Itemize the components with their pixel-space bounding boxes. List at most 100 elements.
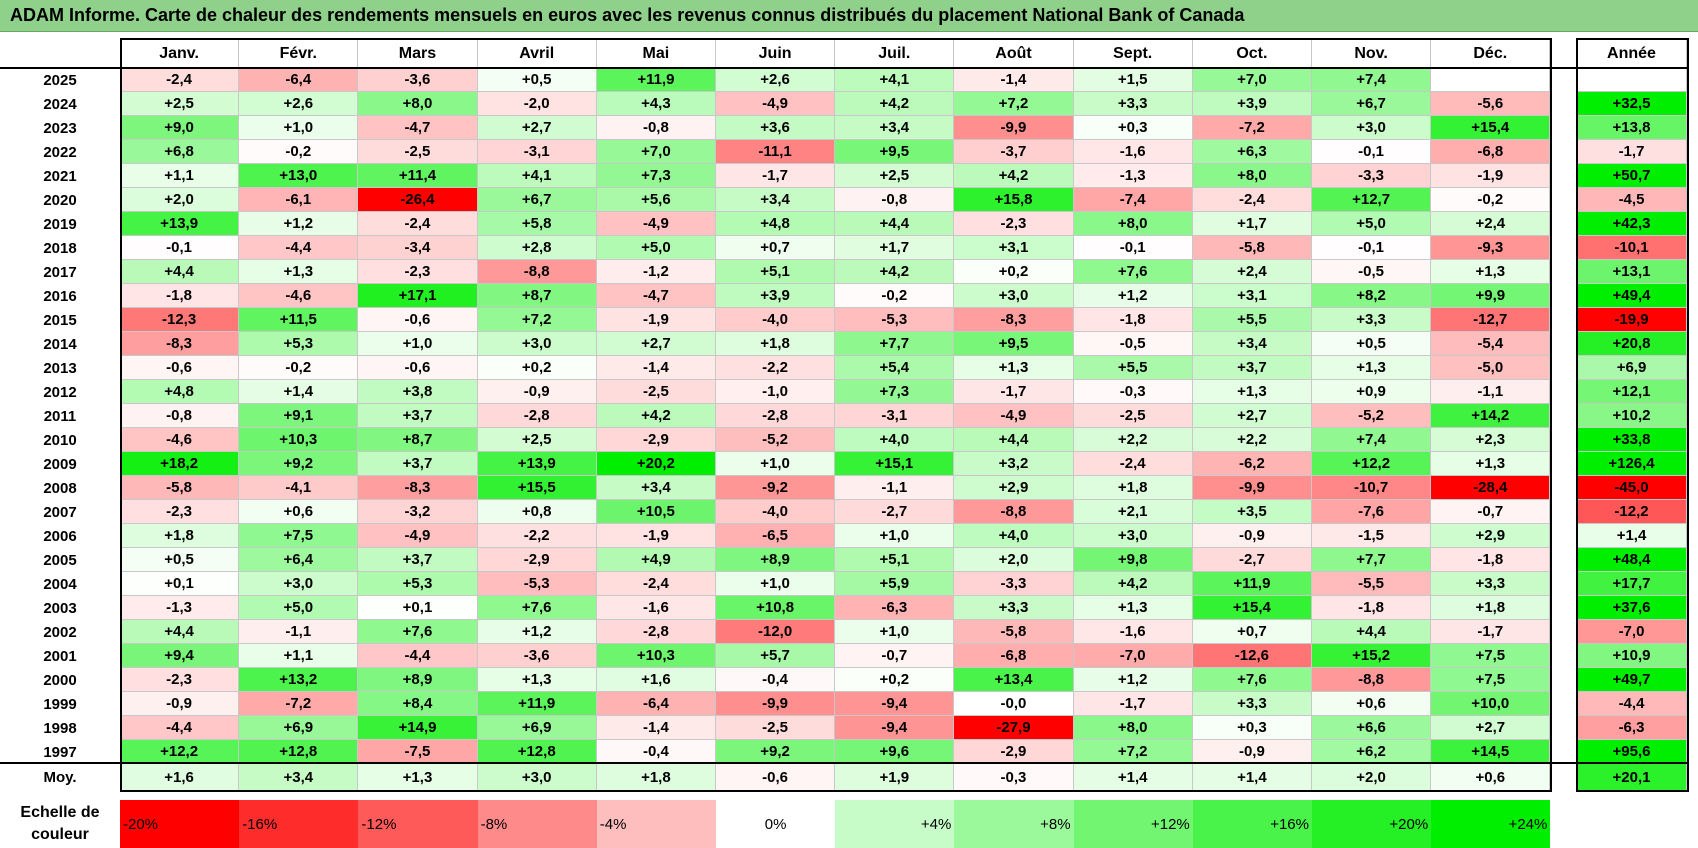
average-cell: +2,0 <box>1312 764 1432 791</box>
heatmap-cell: -4,9 <box>716 92 836 116</box>
heatmap-cell: -4,7 <box>358 116 478 140</box>
heatmap-cell: -2,9 <box>596 428 716 452</box>
annual-cell: +42,3 <box>1577 212 1687 236</box>
annual-cell: -45,0 <box>1577 476 1687 500</box>
heatmap-cell: +2,1 <box>1073 500 1193 524</box>
heatmap-cell: +4,1 <box>477 164 597 188</box>
heatmap-cell: +7,0 <box>1192 68 1312 92</box>
heatmap-cell <box>1431 68 1551 92</box>
heatmap-cell: +3,3 <box>1312 308 1432 332</box>
heatmap-cell: +6,9 <box>239 716 359 740</box>
year-label: 1998 <box>43 719 77 737</box>
heatmap-cell: -9,4 <box>835 692 955 716</box>
heatmap-cell: -0,2 <box>1431 188 1551 212</box>
month-header: Déc. <box>1431 39 1551 68</box>
heatmap-cell: -2,4 <box>120 68 240 92</box>
annual-cell: +48,4 <box>1577 548 1687 572</box>
heatmap-cell: +13,0 <box>239 164 359 188</box>
heatmap-cell: +1,3 <box>1431 452 1551 476</box>
heatmap-cell: +6,2 <box>1312 740 1432 764</box>
heatmap-cell: -6,4 <box>596 692 716 716</box>
heatmap-cell: +2,2 <box>1073 428 1193 452</box>
color-scale-stop: +4% <box>835 800 955 848</box>
heatmap-cell: +7,2 <box>954 92 1074 116</box>
color-scale-stop: -4% <box>596 800 716 848</box>
heatmap-cell: -4,1 <box>239 476 359 500</box>
heatmap-cell: -12,7 <box>1431 308 1551 332</box>
heatmap-cell: +0,1 <box>120 572 240 596</box>
annual-cell: +32,5 <box>1577 92 1687 116</box>
heatmap-cell: +12,2 <box>1312 452 1432 476</box>
heatmap-cell: +0,3 <box>1192 716 1312 740</box>
heatmap-cell: +17,1 <box>358 284 478 308</box>
heatmap-cell: +3,0 <box>477 332 597 356</box>
heatmap-cell: +1,2 <box>1073 284 1193 308</box>
heatmap-cell: -3,1 <box>835 404 955 428</box>
heatmap-cell: +11,9 <box>477 692 597 716</box>
heatmap-cell: +1,4 <box>239 380 359 404</box>
heatmap-cell: -4,7 <box>596 284 716 308</box>
heatmap-cell: -3,3 <box>1312 164 1432 188</box>
heatmap-cell: -4,9 <box>954 404 1074 428</box>
heatmap-cell: -7,2 <box>1192 116 1312 140</box>
heatmap-cell: -3,3 <box>954 572 1074 596</box>
average-cell: -0,6 <box>716 764 836 791</box>
heatmap-cell: +5,3 <box>239 332 359 356</box>
heatmap-cell: +12,8 <box>239 740 359 764</box>
heatmap-cell: +1,7 <box>1192 212 1312 236</box>
heatmap-cell: +20,2 <box>596 452 716 476</box>
heatmap-cell: +12,2 <box>120 740 240 764</box>
heatmap-cell: -6,5 <box>716 524 836 548</box>
heatmap-cell: -1,2 <box>596 260 716 284</box>
heatmap-cell: -2,5 <box>596 380 716 404</box>
heatmap-cell: -1,6 <box>1073 620 1193 644</box>
heatmap-cell: +10,3 <box>596 644 716 668</box>
heatmap-cell: -7,4 <box>1073 188 1193 212</box>
heatmap-cell: -0,9 <box>1192 740 1312 764</box>
heatmap-cell: +0,9 <box>1312 380 1432 404</box>
annual-cell: -7,0 <box>1577 620 1687 644</box>
heatmap-cell: -12,3 <box>120 308 240 332</box>
heatmap-cell: +14,5 <box>1431 740 1551 764</box>
annual-cell: -4,5 <box>1577 188 1687 212</box>
heatmap-cell: +1,8 <box>120 524 240 548</box>
average-cell: +1,3 <box>358 764 478 791</box>
heatmap-cell: -2,9 <box>477 548 597 572</box>
heatmap-cell: -1,7 <box>1073 692 1193 716</box>
heatmap-cell: -0,8 <box>835 188 955 212</box>
heatmap-cell: +2,4 <box>1431 212 1551 236</box>
heatmap-cell: +12,8 <box>477 740 597 764</box>
heatmap-cell: +2,9 <box>954 476 1074 500</box>
year-label: 2016 <box>43 287 77 305</box>
heatmap-cell: +4,0 <box>954 524 1074 548</box>
color-scale-stop: 0% <box>716 800 836 848</box>
annual-cell: +126,4 <box>1577 452 1687 476</box>
heatmap-cell: +1,7 <box>835 236 955 260</box>
heatmap-cell: -0,6 <box>358 356 478 380</box>
heatmap-cell: +3,9 <box>716 284 836 308</box>
heatmap-cell: +15,4 <box>1192 596 1312 620</box>
heatmap-cell: -4,9 <box>596 212 716 236</box>
annual-cell: +33,8 <box>1577 428 1687 452</box>
average-cell: +1,9 <box>835 764 955 791</box>
heatmap-cell: -2,4 <box>1073 452 1193 476</box>
heatmap-cell: +4,2 <box>835 260 955 284</box>
average-cell: +1,8 <box>596 764 716 791</box>
annual-cell: -12,2 <box>1577 500 1687 524</box>
heatmap-cell: +9,4 <box>120 644 240 668</box>
heatmap-cell: -0,4 <box>716 668 836 692</box>
heatmap-cell: -8,3 <box>358 476 478 500</box>
month-header: Juin <box>716 39 836 68</box>
heatmap-cell: +3,5 <box>1192 500 1312 524</box>
heatmap-cell: +2,2 <box>1192 428 1312 452</box>
heatmap-cell: -2,3 <box>120 500 240 524</box>
heatmap-cell: -1,7 <box>1431 620 1551 644</box>
heatmap-cell: +0,7 <box>1192 620 1312 644</box>
average-cell: -0,3 <box>954 764 1074 791</box>
heatmap-cell: +10,5 <box>596 500 716 524</box>
heatmap-cell: -8,3 <box>120 332 240 356</box>
heatmap-cell: -2,2 <box>716 356 836 380</box>
heatmap-cell: -8,3 <box>954 308 1074 332</box>
heatmap-cell: +0,6 <box>239 500 359 524</box>
year-label: 1997 <box>43 743 77 761</box>
